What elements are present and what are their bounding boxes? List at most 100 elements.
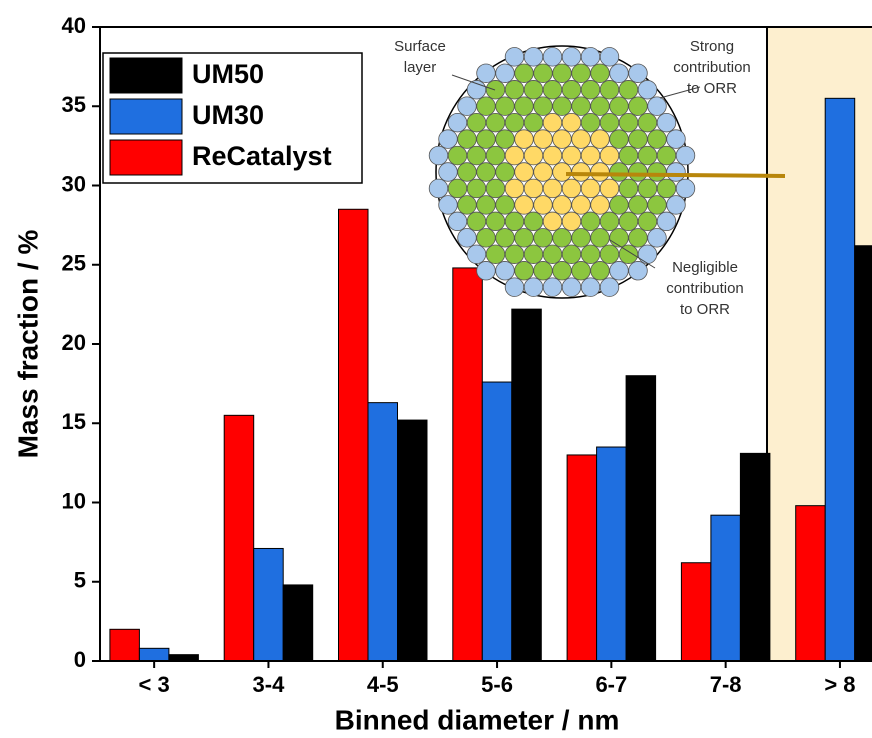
atom [561, 47, 582, 67]
annotation: Surface [394, 38, 446, 55]
bar [739, 452, 771, 662]
bar [854, 245, 872, 662]
annotation: layer [404, 59, 437, 76]
x-tick-label: < 3 [139, 672, 170, 697]
y-tick-label: 35 [62, 92, 86, 117]
atom [447, 211, 468, 232]
atom [495, 63, 515, 83]
atom [637, 80, 658, 100]
bar [680, 562, 712, 662]
atom [599, 277, 620, 297]
atom [609, 96, 629, 116]
atom [628, 162, 648, 182]
atom [533, 162, 553, 182]
atom [580, 80, 601, 100]
atom [476, 96, 496, 116]
annotation: contribution [673, 59, 751, 76]
atom [514, 228, 534, 248]
atom [647, 195, 667, 215]
bar [481, 381, 513, 662]
atom [476, 129, 496, 149]
atom [628, 228, 648, 248]
atom [590, 129, 610, 149]
atom [523, 244, 544, 264]
atom [618, 112, 639, 133]
atom [590, 63, 610, 83]
bar [596, 446, 627, 662]
atom [599, 145, 620, 166]
callout [451, 74, 496, 91]
annotation: to ORR [680, 301, 730, 318]
atom [590, 261, 610, 281]
atom [514, 63, 534, 83]
atom [495, 228, 515, 248]
y-tick-label: 30 [62, 171, 86, 196]
atom [552, 195, 572, 215]
bar [452, 267, 483, 662]
x-tick-label: 3-4 [253, 672, 286, 697]
y-tick-label: 0 [74, 647, 86, 672]
atom [580, 178, 601, 199]
atom [609, 261, 629, 281]
atom [561, 211, 582, 232]
atom [485, 112, 506, 133]
atom [514, 129, 534, 149]
atom [504, 145, 525, 166]
atom [542, 277, 563, 297]
atom [542, 47, 563, 67]
atom [504, 244, 525, 264]
bar [223, 414, 255, 662]
atom [542, 145, 563, 166]
atom [476, 228, 496, 248]
atom [647, 162, 667, 182]
bar [338, 208, 369, 662]
atom [495, 96, 515, 116]
atom [599, 80, 620, 100]
atom [504, 112, 525, 133]
atom [504, 178, 525, 199]
atom [609, 129, 629, 149]
atom [523, 80, 544, 100]
atom [504, 211, 525, 232]
atom [514, 195, 534, 215]
atom [628, 63, 648, 83]
atom [656, 178, 677, 199]
y-tick-label: 10 [62, 488, 86, 513]
atom [428, 145, 449, 166]
atom [466, 211, 487, 232]
atom [609, 195, 629, 215]
atom [552, 228, 572, 248]
atom [561, 277, 582, 297]
atom [618, 80, 639, 100]
atom [476, 261, 496, 281]
x-tick-label: 5-6 [481, 672, 513, 697]
legend-label: ReCatalyst [192, 141, 332, 171]
atom [590, 162, 610, 182]
bar [397, 419, 428, 662]
atom [571, 96, 591, 116]
particle-outline [435, 45, 689, 299]
bar [253, 547, 284, 662]
atom [485, 145, 506, 166]
atom [514, 162, 534, 182]
bar [710, 514, 741, 662]
atom [666, 129, 686, 149]
atom [580, 211, 601, 232]
atom [514, 96, 534, 116]
atom [495, 162, 515, 182]
atom [647, 129, 667, 149]
atom [675, 145, 696, 166]
atom [466, 145, 487, 166]
atom [618, 178, 639, 199]
x-tick-label: 4-5 [367, 672, 399, 697]
y-tick-label: 15 [62, 409, 86, 434]
annotation: Negligible [672, 259, 738, 276]
atom [571, 261, 591, 281]
callout [659, 86, 701, 99]
atom [466, 178, 487, 199]
legend-swatch [109, 139, 183, 176]
atom [647, 96, 667, 116]
atom [666, 162, 686, 182]
x-axis-title: Binned diameter / nm [335, 704, 620, 735]
atom [580, 244, 601, 264]
